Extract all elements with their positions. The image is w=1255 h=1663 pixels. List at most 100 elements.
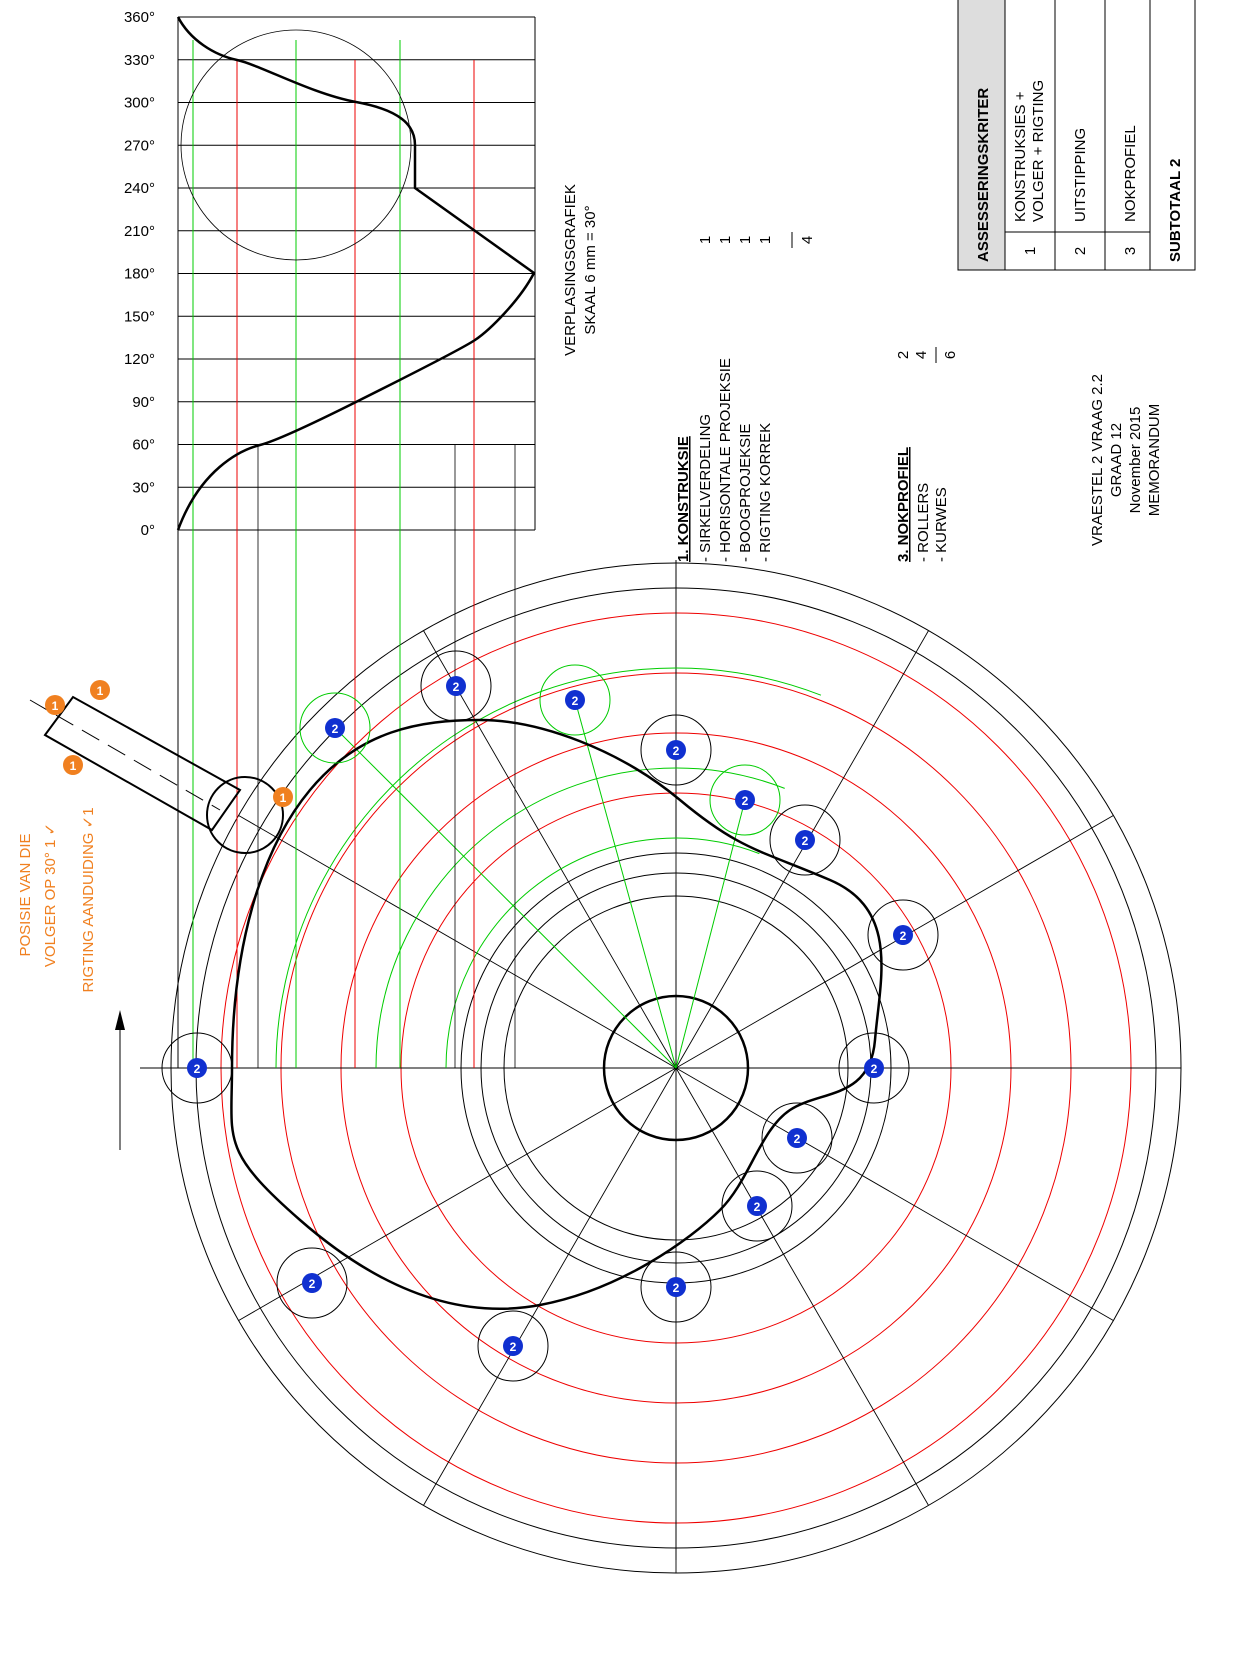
angle-label: 270°	[124, 137, 155, 154]
line	[238, 815, 677, 1069]
circle	[640, 714, 712, 786]
memo-line: MEMORANDUM	[1146, 404, 1163, 517]
line	[574, 699, 677, 1069]
circle	[503, 1336, 523, 1356]
circle	[325, 718, 345, 738]
line	[29, 699, 221, 811]
angle-label: 60°	[132, 437, 155, 454]
circle	[276, 1247, 348, 1319]
circle	[180, 29, 412, 261]
table-text: NOKPROFIEL	[1122, 125, 1139, 222]
circle	[867, 899, 939, 971]
circle	[273, 787, 293, 807]
roller-badge: 2	[194, 1062, 201, 1076]
table-text: KONSTRUKSIES +	[1012, 91, 1029, 222]
line	[675, 1067, 1114, 1321]
circle	[63, 755, 83, 775]
angle-label: 150°	[124, 308, 155, 325]
graph-title: VERPLASINGSGRAFIEK	[562, 184, 579, 356]
mark: 1	[757, 236, 774, 244]
line	[334, 727, 677, 1069]
roller-badge: 2	[742, 794, 749, 808]
circle	[640, 1251, 712, 1323]
circle	[838, 1032, 910, 1104]
line	[675, 799, 746, 1069]
roller-badge: 2	[309, 1277, 316, 1291]
arrowhead	[115, 1010, 125, 1030]
roller-badge: 2	[510, 1340, 517, 1354]
item: - KURWES	[933, 487, 950, 562]
mark: 1	[737, 236, 754, 244]
circle	[299, 692, 371, 764]
line	[675, 1067, 929, 1506]
table-text: VOLGER + RIGTING	[1030, 80, 1047, 222]
circle	[761, 1102, 833, 1174]
heading: 1. KONSTRUKSIE	[675, 436, 692, 562]
follower-badge: 1	[97, 684, 104, 698]
mark: 2	[895, 351, 912, 359]
roller-badge: 2	[673, 744, 680, 758]
circle	[420, 650, 492, 722]
angle-label: 240°	[124, 180, 155, 197]
roller-badge: 2	[871, 1062, 878, 1076]
arc	[445, 837, 760, 1069]
roller-badge: 2	[754, 1200, 761, 1214]
angle-label: 360°	[124, 9, 155, 26]
circle	[206, 776, 284, 854]
circle	[735, 790, 755, 810]
angle-label: 30°	[132, 479, 155, 496]
angle-label: 90°	[132, 394, 155, 411]
circle	[187, 1058, 207, 1078]
label: POSISIE VAN DIE	[17, 833, 34, 956]
angle-label: 0°	[141, 522, 155, 539]
circle	[864, 1058, 884, 1078]
follower-badge: 1	[52, 699, 59, 713]
memo-line: November 2015	[1127, 407, 1144, 514]
label: RIGTING AANDUIDING ✓1	[80, 807, 97, 992]
subtotal: SUBTOTAAL 2	[1167, 159, 1184, 262]
angle-label: 300°	[124, 95, 155, 112]
angle-label: 120°	[124, 351, 155, 368]
label: VOLGER OP 30° 1 ✓	[42, 823, 59, 967]
follower-badge: 1	[70, 759, 77, 773]
table-row	[1149, 0, 1196, 271]
roller-badge: 2	[900, 929, 907, 943]
circle	[302, 1273, 322, 1293]
line	[675, 815, 1114, 1069]
circle	[90, 680, 110, 700]
circle	[893, 925, 913, 945]
mark: 1	[697, 236, 714, 244]
roller-badge: 2	[794, 1132, 801, 1146]
circle	[666, 740, 686, 760]
angle-label: 180°	[124, 266, 155, 283]
roller-badge: 2	[332, 722, 339, 736]
cam-profile	[230, 718, 883, 1311]
circle	[769, 804, 841, 876]
graph-scale: SKAAL 6 mm = 30°	[582, 205, 599, 334]
circle	[747, 1196, 767, 1216]
table-number: 3	[1122, 247, 1139, 255]
circle	[666, 1277, 686, 1297]
circle	[709, 764, 781, 836]
table-text: UITSTIPPING	[1072, 128, 1089, 222]
roller-badge: 2	[673, 1281, 680, 1295]
circle	[45, 695, 65, 715]
circle	[787, 1128, 807, 1148]
angle-label: 330°	[124, 52, 155, 69]
displacement-curve	[176, 16, 536, 531]
circle	[446, 676, 466, 696]
table-number: 1	[1022, 247, 1039, 255]
circle	[565, 690, 585, 710]
table-header-text: ASSESSERINGSKRITER	[975, 88, 992, 262]
follower-badge: 1	[280, 791, 287, 805]
arc	[375, 767, 785, 1069]
total: 6	[942, 351, 959, 359]
circle	[795, 830, 815, 850]
arc	[275, 667, 822, 1069]
line	[423, 1067, 677, 1506]
item: - BOOGPROJEKSIE	[737, 424, 754, 562]
table-header	[957, 0, 1006, 271]
roller-badge: 2	[802, 834, 809, 848]
item: - ROLLERS	[915, 483, 932, 562]
